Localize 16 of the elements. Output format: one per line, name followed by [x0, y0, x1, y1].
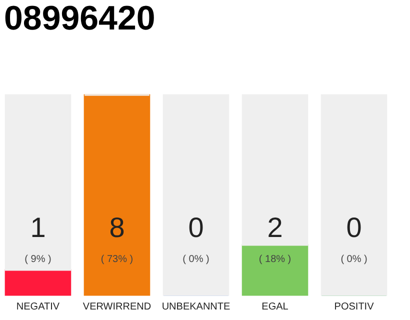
- data-label: 2: [267, 212, 283, 243]
- data-label: 1: [30, 212, 46, 243]
- annotation: ( 73% ): [100, 254, 134, 265]
- annotation: ( 18% ): [258, 254, 292, 265]
- data-label: 8: [109, 212, 125, 243]
- x-tick-label: NEGATIV: [16, 302, 60, 312]
- annotation: ( 0% ): [182, 254, 210, 265]
- x-tick-label: EGAL: [262, 302, 289, 312]
- x-tick-label: POSITIV: [334, 302, 374, 312]
- annotation: ( 0% ): [340, 254, 368, 265]
- annotation: ( 9% ): [24, 254, 52, 265]
- x-tick-label: VERWIRREND: [82, 302, 152, 312]
- data-label: 0: [346, 212, 362, 243]
- x-tick-label: UNBEKANNTE: [162, 302, 230, 312]
- chart-title: 08996420: [4, 0, 156, 38]
- data-label: 0: [188, 212, 204, 243]
